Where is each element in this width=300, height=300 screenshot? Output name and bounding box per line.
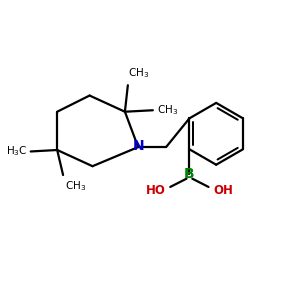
Text: OH: OH [213, 184, 233, 197]
Text: B: B [184, 167, 195, 181]
Text: CH$_3$: CH$_3$ [157, 103, 178, 117]
Text: CH$_3$: CH$_3$ [64, 179, 86, 193]
Text: H$_3$C: H$_3$C [6, 145, 27, 158]
Text: N: N [133, 140, 145, 154]
Text: HO: HO [146, 184, 166, 197]
Text: CH$_3$: CH$_3$ [128, 66, 150, 80]
